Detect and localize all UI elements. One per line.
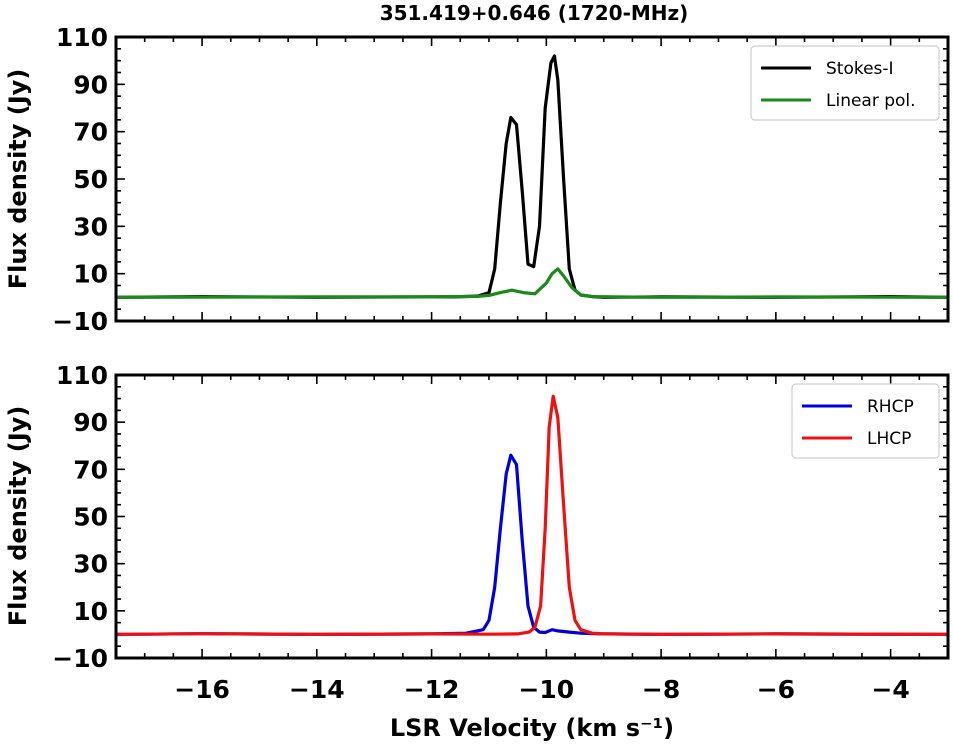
legend-label-lhcp: LHCP [867, 429, 911, 449]
legend-label-linear-pol: Linear pol. [826, 91, 916, 111]
top-panel-ylabel: Flux density (Jy) [4, 69, 32, 290]
y-tick-label: 10 [73, 260, 108, 289]
y-tick-label: 30 [73, 212, 108, 241]
bottom-legend-box [791, 383, 940, 459]
top-panel-frame [114, 35, 950, 323]
top-panel-legend: Stokes-I Linear pol. [750, 45, 940, 121]
x-tick-label: −12 [404, 675, 460, 704]
legend-label-stokes-i: Stokes-I [826, 59, 894, 79]
y-tick-label: 30 [73, 550, 108, 579]
x-tick-label: −10 [518, 675, 574, 704]
y-tick-label: 70 [73, 455, 108, 484]
bottom-panel-legend: RHCP LHCP [791, 383, 940, 459]
series-line-linear-pol [115, 267, 949, 299]
y-tick-label: −10 [52, 644, 108, 673]
y-tick-label: 50 [73, 503, 108, 532]
bottom-panel-frame [114, 373, 950, 660]
bottom-panel-plot-area: −10 10 30 50 70 90 110 −16 −14 −12 −10 −8 −6 −4 [52, 361, 949, 704]
bottom-panel: −10 10 30 50 70 90 110 −16 −14 −12 −10 −8 −6 −4 Flux … [4, 361, 950, 742]
y-tick-label: 110 [56, 23, 108, 52]
x-tick-label: −16 [174, 675, 230, 704]
series-line-lhcp [115, 394, 949, 636]
y-tick-label: −10 [52, 307, 108, 336]
series-line-rhcp [115, 453, 949, 636]
top-panel-plot-area: −10 10 30 50 70 90 110 [52, 23, 949, 336]
y-tick-label: 110 [56, 361, 108, 390]
chart-title: 351.419+0.646 (1720-MHz) [380, 1, 689, 25]
y-tick-label: 90 [73, 70, 108, 99]
y-tick-label: 50 [73, 165, 108, 194]
x-axis-label: LSR Velocity (km s⁻¹) [390, 714, 674, 742]
bottom-panel-ylabel: Flux density (Jy) [4, 406, 32, 627]
y-tick-label: 10 [73, 597, 108, 626]
y-tick-label: 70 [73, 118, 108, 147]
y-tick-label: 90 [73, 408, 108, 437]
x-tick-label: −6 [757, 675, 795, 704]
x-tick-label: −14 [289, 675, 345, 704]
legend-label-rhcp: RHCP [867, 397, 914, 417]
x-tick-label: −4 [871, 675, 909, 704]
x-tick-label: −8 [642, 675, 680, 704]
top-panel: −10 10 30 50 70 90 110 Flux density (Jy) Stoke… [4, 23, 950, 336]
